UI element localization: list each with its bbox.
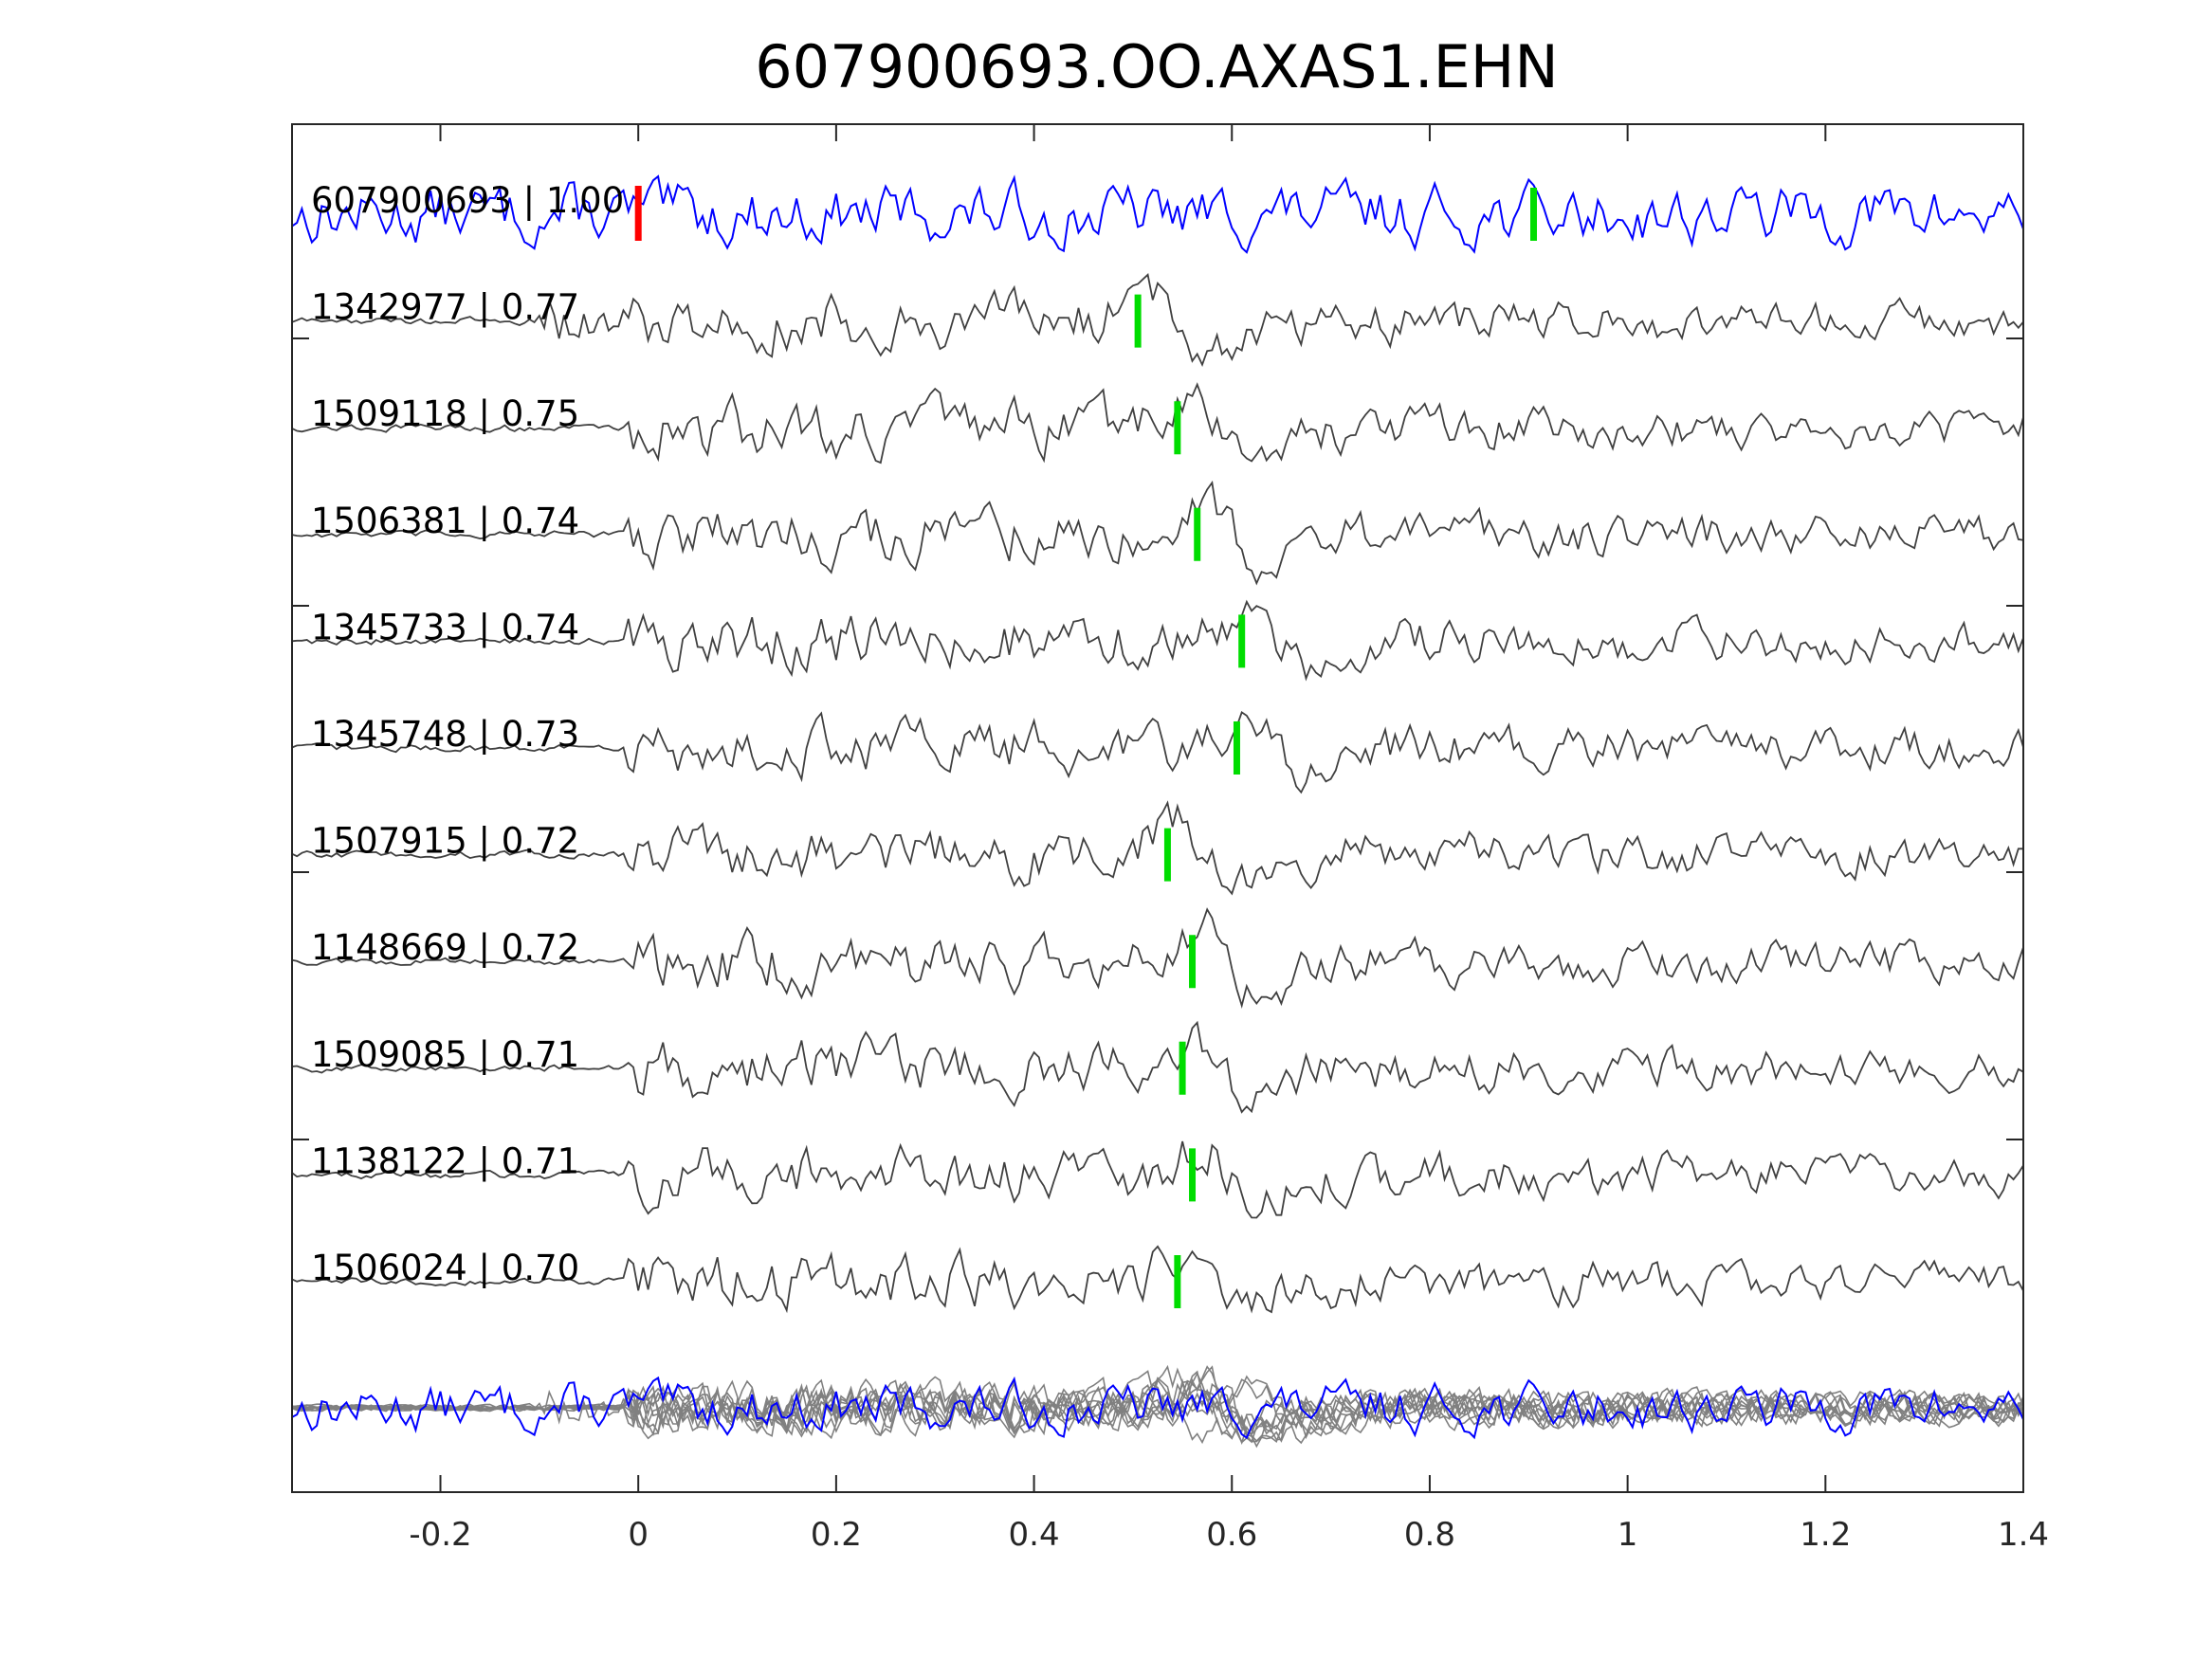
axes-box bbox=[291, 123, 2024, 1493]
stack-trace bbox=[291, 1370, 2024, 1445]
x-tick-label: 0.8 bbox=[1404, 1516, 1455, 1554]
matched-trace bbox=[291, 1020, 2024, 1114]
trace-label: 607900693 | 1.00 bbox=[311, 180, 624, 221]
trace-label: 1506381 | 0.74 bbox=[311, 501, 579, 541]
stack-template-trace bbox=[291, 1376, 2024, 1440]
matched-trace bbox=[291, 1140, 2024, 1219]
x-tick-label: 1.4 bbox=[1998, 1516, 2049, 1554]
matched-trace bbox=[291, 382, 2024, 465]
x-tick-label: 0.2 bbox=[811, 1516, 862, 1554]
trace-label: 1138122 | 0.71 bbox=[311, 1140, 579, 1181]
trace-label: 1148669 | 0.72 bbox=[311, 927, 579, 968]
x-tick-label: 0 bbox=[628, 1516, 649, 1554]
x-tick-label: 1 bbox=[1618, 1516, 1638, 1554]
x-tick-label: -0.2 bbox=[409, 1516, 471, 1554]
x-tick-label: 0.6 bbox=[1206, 1516, 1257, 1554]
matched-trace bbox=[291, 1245, 2024, 1314]
template-trace bbox=[291, 174, 2024, 254]
chart-title: 607900693.OO.AXAS1.EHN bbox=[755, 32, 1559, 101]
trace-label: 1345733 | 0.74 bbox=[311, 607, 579, 647]
matched-trace bbox=[291, 480, 2024, 586]
matched-trace bbox=[291, 711, 2024, 794]
trace-label: 1509085 | 0.71 bbox=[311, 1034, 579, 1075]
trace-label: 1345748 | 0.73 bbox=[311, 714, 579, 755]
x-tick-label: 1.2 bbox=[1800, 1516, 1851, 1554]
matched-trace bbox=[291, 800, 2023, 896]
matched-trace bbox=[291, 273, 2024, 368]
trace-label: 1506024 | 0.70 bbox=[311, 1248, 579, 1288]
matched-trace bbox=[291, 907, 2024, 1010]
trace-label: 1342977 | 0.77 bbox=[311, 287, 579, 328]
matched-trace bbox=[291, 599, 2024, 682]
trace-label: 1507915 | 0.72 bbox=[311, 821, 579, 862]
trace-label: 1509118 | 0.75 bbox=[311, 393, 579, 434]
x-tick-label: 0.4 bbox=[1009, 1516, 1060, 1554]
